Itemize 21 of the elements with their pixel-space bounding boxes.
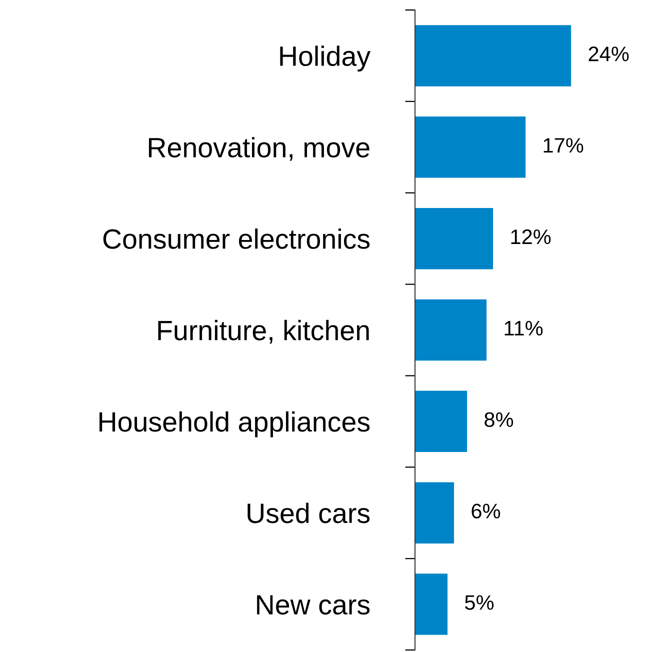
y-tick-label: Holiday xyxy=(280,46,371,72)
bar xyxy=(415,390,468,452)
bar xyxy=(415,299,487,361)
data-label: 24% xyxy=(588,46,629,62)
data-label: 12% xyxy=(511,229,551,244)
data-label: 8% xyxy=(484,412,514,428)
bar xyxy=(415,574,448,635)
bar xyxy=(415,208,494,270)
y-tick-label: New cars xyxy=(257,595,370,615)
y-tick-label: Consumer electronics xyxy=(103,228,370,249)
bar xyxy=(415,116,526,178)
y-tick-label: Furniture, kitchen xyxy=(158,320,369,344)
data-label: 5% xyxy=(465,595,494,610)
data-label: 17% xyxy=(544,138,584,153)
y-tick-label: Used cars xyxy=(248,502,370,524)
data-label: 11% xyxy=(504,320,543,336)
data-label: 6% xyxy=(472,504,500,518)
y-tick-label: Renovation, move xyxy=(148,137,370,161)
y-tick-label: Household appliances xyxy=(100,411,370,438)
bar xyxy=(415,482,454,544)
bar xyxy=(415,25,572,86)
